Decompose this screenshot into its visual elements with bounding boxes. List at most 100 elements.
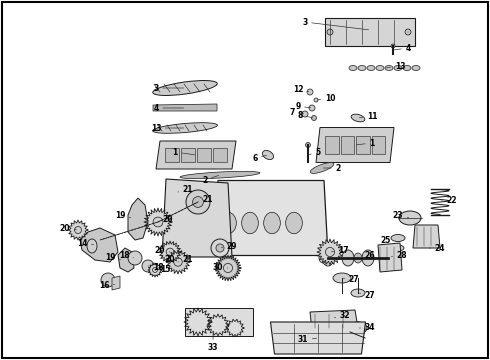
Circle shape — [74, 226, 81, 234]
Text: 18: 18 — [119, 252, 134, 261]
Text: 28: 28 — [392, 251, 407, 260]
Circle shape — [186, 190, 210, 214]
Text: 19: 19 — [105, 253, 121, 262]
Polygon shape — [184, 308, 212, 336]
Ellipse shape — [367, 66, 375, 71]
Text: 21: 21 — [178, 185, 193, 194]
Ellipse shape — [358, 66, 366, 71]
Text: 16: 16 — [99, 282, 115, 291]
Text: 15: 15 — [155, 266, 170, 274]
Text: 20: 20 — [158, 215, 173, 224]
Circle shape — [312, 116, 317, 121]
Circle shape — [193, 197, 203, 207]
Polygon shape — [166, 250, 190, 274]
Circle shape — [153, 217, 163, 227]
Ellipse shape — [412, 66, 420, 71]
Text: 17: 17 — [331, 246, 348, 255]
Polygon shape — [310, 310, 358, 330]
Text: 21: 21 — [198, 194, 213, 203]
Ellipse shape — [152, 123, 218, 133]
Ellipse shape — [389, 253, 397, 263]
Text: 20: 20 — [155, 246, 170, 255]
Text: 13: 13 — [151, 123, 184, 132]
Circle shape — [214, 321, 222, 329]
Text: 30: 30 — [213, 264, 228, 273]
Circle shape — [223, 264, 233, 273]
Polygon shape — [156, 141, 236, 169]
Text: 1: 1 — [356, 139, 375, 148]
Text: 22: 22 — [441, 195, 457, 204]
Polygon shape — [378, 243, 402, 272]
Text: 12: 12 — [293, 85, 309, 94]
Polygon shape — [112, 276, 120, 290]
Circle shape — [216, 244, 224, 252]
Ellipse shape — [87, 239, 97, 253]
Bar — [197, 148, 211, 162]
Polygon shape — [162, 179, 232, 257]
Ellipse shape — [220, 212, 236, 234]
Text: 14: 14 — [77, 239, 94, 248]
Ellipse shape — [399, 211, 421, 225]
Ellipse shape — [394, 66, 402, 71]
Ellipse shape — [376, 66, 384, 71]
Text: 24: 24 — [429, 243, 445, 252]
Circle shape — [302, 111, 308, 117]
Text: 18: 18 — [148, 264, 163, 273]
Text: 5: 5 — [309, 148, 320, 157]
Bar — [371, 136, 385, 154]
Text: 9: 9 — [295, 102, 311, 111]
Ellipse shape — [264, 212, 280, 234]
Bar — [181, 148, 195, 162]
Circle shape — [314, 98, 318, 102]
Circle shape — [101, 273, 115, 287]
Text: 32: 32 — [334, 311, 350, 320]
Ellipse shape — [349, 322, 367, 334]
Ellipse shape — [392, 245, 404, 251]
Text: 3: 3 — [302, 18, 368, 30]
Text: 8: 8 — [297, 111, 313, 120]
Ellipse shape — [385, 66, 393, 71]
Text: 20: 20 — [60, 224, 76, 233]
Text: 33: 33 — [208, 333, 218, 352]
Text: 3: 3 — [153, 84, 184, 93]
Circle shape — [232, 325, 238, 331]
Text: 19: 19 — [115, 211, 131, 220]
Ellipse shape — [362, 250, 374, 266]
Polygon shape — [159, 241, 181, 263]
Ellipse shape — [349, 66, 357, 71]
Polygon shape — [317, 239, 343, 265]
Circle shape — [152, 267, 157, 273]
Circle shape — [327, 29, 333, 35]
Ellipse shape — [391, 234, 405, 242]
Polygon shape — [68, 220, 88, 240]
Text: 25: 25 — [381, 235, 396, 244]
Polygon shape — [118, 248, 134, 272]
Circle shape — [174, 258, 182, 266]
Bar — [213, 148, 227, 162]
Polygon shape — [226, 319, 244, 337]
Circle shape — [405, 29, 411, 35]
Circle shape — [391, 44, 395, 48]
Polygon shape — [316, 127, 394, 162]
Text: 1: 1 — [172, 148, 195, 157]
Ellipse shape — [351, 114, 365, 122]
Ellipse shape — [242, 212, 258, 234]
Text: 6: 6 — [252, 153, 267, 162]
Ellipse shape — [180, 171, 260, 179]
Circle shape — [128, 251, 142, 265]
Polygon shape — [153, 104, 217, 111]
Circle shape — [325, 247, 335, 257]
Polygon shape — [215, 255, 241, 281]
Polygon shape — [207, 314, 229, 336]
Polygon shape — [80, 228, 118, 262]
Ellipse shape — [403, 66, 411, 71]
Circle shape — [309, 105, 315, 111]
Circle shape — [142, 260, 154, 272]
Ellipse shape — [263, 150, 273, 159]
Circle shape — [305, 143, 311, 148]
Ellipse shape — [382, 250, 394, 266]
Text: 23: 23 — [393, 211, 409, 220]
Ellipse shape — [153, 81, 217, 95]
Circle shape — [307, 89, 313, 95]
Text: 21: 21 — [178, 256, 193, 265]
